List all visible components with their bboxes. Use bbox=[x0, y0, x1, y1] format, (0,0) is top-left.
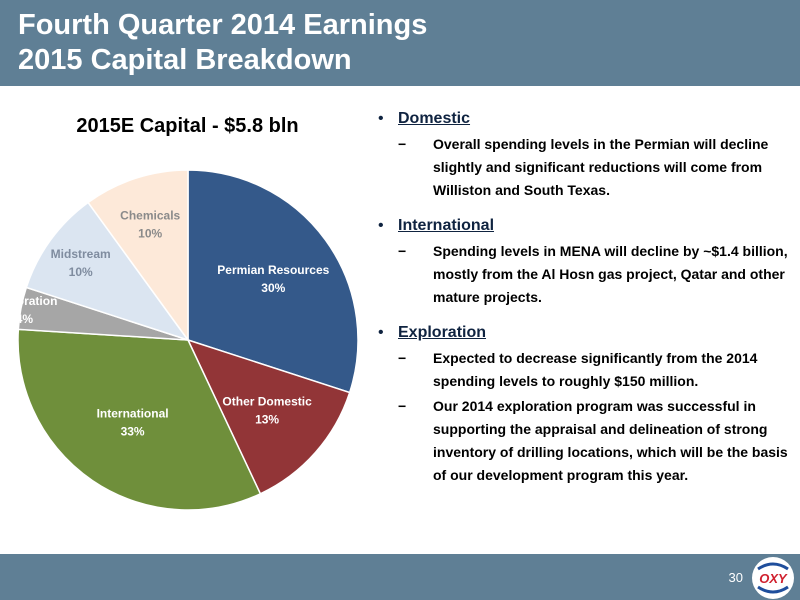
pie-chart: Permian Resources 30% Other Domestic 13% Int… bbox=[0, 169, 359, 511]
sub-bullet: − Spending levels in MENA will decline b… bbox=[378, 240, 790, 309]
sub-bullet-text: Expected to decrease significantly from … bbox=[433, 350, 758, 389]
sub-bullet: − Overall spending levels in the Permian… bbox=[378, 133, 790, 202]
pie-slice-chemicals bbox=[87, 169, 189, 343]
pie-label-name: International bbox=[97, 407, 169, 421]
pie-label-name: Permian Resources bbox=[217, 263, 329, 277]
pie-label-value: 4% bbox=[16, 312, 34, 326]
pie-label-value: 33% bbox=[121, 425, 145, 439]
pie-slice-international bbox=[17, 328, 262, 511]
bullet-dot-icon: • bbox=[378, 110, 384, 127]
slide-title-line-2: 2015 Capital Breakdown bbox=[18, 44, 352, 76]
dash-icon: − bbox=[398, 136, 407, 152]
bullet-list: • Domestic − Overall spending levels in … bbox=[378, 107, 790, 499]
bullet-dot-icon: • bbox=[378, 324, 384, 341]
slide-title-line-1: Fourth Quarter 2014 Earnings bbox=[18, 9, 428, 41]
dash-icon: − bbox=[398, 350, 407, 366]
sub-bullet: − Our 2014 exploration program was succe… bbox=[378, 395, 790, 487]
bullet-heading-label: International bbox=[398, 217, 495, 234]
pie-label-name: Exploration bbox=[0, 294, 57, 308]
bullet-heading-label: Domestic bbox=[398, 110, 471, 127]
dash-icon: − bbox=[398, 398, 407, 414]
pie-label-value: 10% bbox=[138, 227, 162, 241]
pie-label-name: Midstream bbox=[51, 247, 111, 261]
page-number: 30 bbox=[728, 570, 743, 585]
pie-label-value: 30% bbox=[261, 281, 285, 295]
pie-slice-midstream bbox=[25, 201, 190, 342]
pie-label-name: Other Domestic bbox=[222, 395, 312, 409]
sub-bullet-text: Spending levels in MENA will decline by … bbox=[433, 243, 788, 305]
bullet-section-exploration: • Exploration − Expected to decrease sig… bbox=[378, 321, 790, 487]
pie-label-value: 13% bbox=[255, 413, 279, 427]
slide-footer bbox=[0, 554, 800, 600]
bullet-heading: • International bbox=[378, 214, 790, 238]
oxy-logo-icon: OXY bbox=[752, 557, 794, 599]
slide-header: Fourth Quarter 2014 Earnings 2015 Capita… bbox=[0, 0, 800, 86]
bullet-dot-icon: • bbox=[378, 217, 384, 234]
bullet-heading: • Exploration bbox=[378, 321, 790, 345]
pie-label-name: Chemicals bbox=[120, 209, 180, 223]
sub-bullet-text: Our 2014 exploration program was success… bbox=[433, 398, 788, 483]
bullet-section-international: • International − Spending levels in MEN… bbox=[378, 214, 790, 309]
pie-slice-other-domestic bbox=[186, 338, 351, 495]
bullet-section-domestic: • Domestic − Overall spending levels in … bbox=[378, 107, 790, 202]
bullet-heading: • Domestic bbox=[378, 107, 790, 131]
svg-text:OXY: OXY bbox=[759, 571, 788, 586]
bullet-heading-label: Exploration bbox=[398, 324, 487, 341]
sub-bullet: − Expected to decrease significantly fro… bbox=[378, 347, 790, 393]
pie-label-value: 10% bbox=[69, 265, 93, 279]
pie-slice-permian-resources bbox=[187, 169, 359, 394]
chart-title: 2015E Capital - $5.8 bln bbox=[76, 115, 299, 137]
dash-icon: − bbox=[398, 243, 407, 259]
sub-bullet-text: Overall spending levels in the Permian w… bbox=[433, 136, 769, 198]
